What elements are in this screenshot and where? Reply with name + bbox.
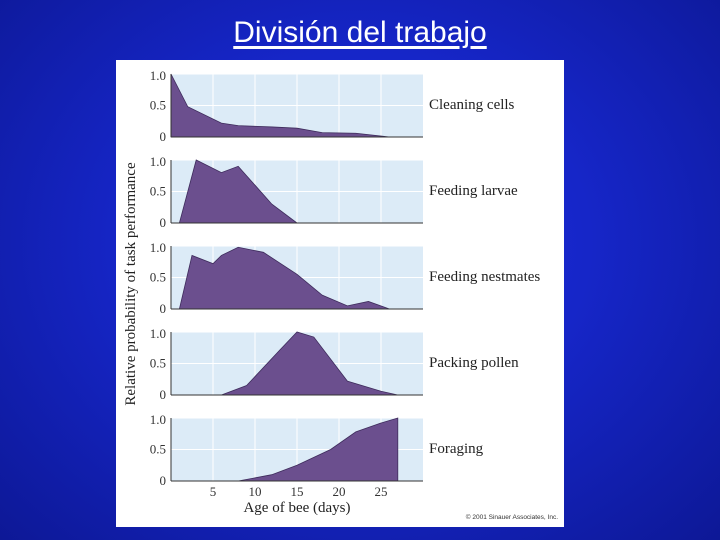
task-label-packing-pollen: Packing pollen [429, 355, 519, 371]
y-tick-label-packing-pollen-1: 0.5 [150, 356, 166, 371]
figure-panel: 1.0 0.5 0 Cleaning cells 1.0 0.5 0 Feeding larv… [116, 60, 564, 527]
y-tick-label-foraging-0: 1.0 [150, 412, 166, 427]
y-tick-label-feeding-nestmates-1: 0.5 [150, 270, 166, 285]
task-label-cleaning-cells: Cleaning cells [429, 97, 515, 113]
x-tick-label-15: 15 [291, 484, 304, 499]
y-tick-label-cleaning-cells-1: 0.5 [150, 98, 166, 113]
x-tick-label-5: 5 [210, 484, 217, 499]
y-tick-label-foraging-1: 0.5 [150, 442, 166, 457]
x-axis-title: Age of bee (days) [243, 500, 350, 516]
y-tick-label-feeding-nestmates-2: 0 [160, 301, 167, 316]
area-feeding-nestmates [178, 246, 390, 310]
task-label-feeding-nestmates: Feeding nestmates [429, 269, 540, 285]
x-tick-label-20: 20 [333, 484, 346, 499]
area-cleaning-cells [170, 73, 390, 138]
task-label-foraging: Foraging [429, 441, 484, 457]
area-packing-pollen [221, 331, 398, 396]
chart: 1.0 0.5 0 Cleaning cells 1.0 0.5 0 Feeding larv… [123, 68, 558, 521]
area-foraging [238, 417, 399, 482]
x-tick-label-10: 10 [249, 484, 262, 499]
y-tick-label-feeding-larvae-2: 0 [160, 215, 167, 230]
y-tick-label-packing-pollen-2: 0 [160, 387, 167, 402]
x-tick-label-25: 25 [375, 484, 388, 499]
slide-title: División del trabajo [233, 16, 487, 49]
y-tick-label-feeding-larvae-1: 0.5 [150, 184, 166, 199]
task-label-feeding-larvae: Feeding larvae [429, 183, 518, 199]
y-tick-label-packing-pollen-0: 1.0 [150, 326, 166, 341]
y-tick-label-foraging-2: 0 [160, 473, 167, 488]
y-tick-label-feeding-nestmates-0: 1.0 [150, 240, 166, 255]
area-feeding-larvae [178, 159, 299, 224]
y-tick-label-feeding-larvae-0: 1.0 [150, 154, 166, 169]
y-axis-title: Relative probability of task performance [123, 162, 139, 406]
y-tick-label-cleaning-cells-0: 1.0 [150, 68, 166, 83]
y-tick-label-cleaning-cells-2: 0 [160, 129, 167, 144]
copyright-credit: © 2001 Sinauer Associates, Inc. [466, 513, 558, 521]
